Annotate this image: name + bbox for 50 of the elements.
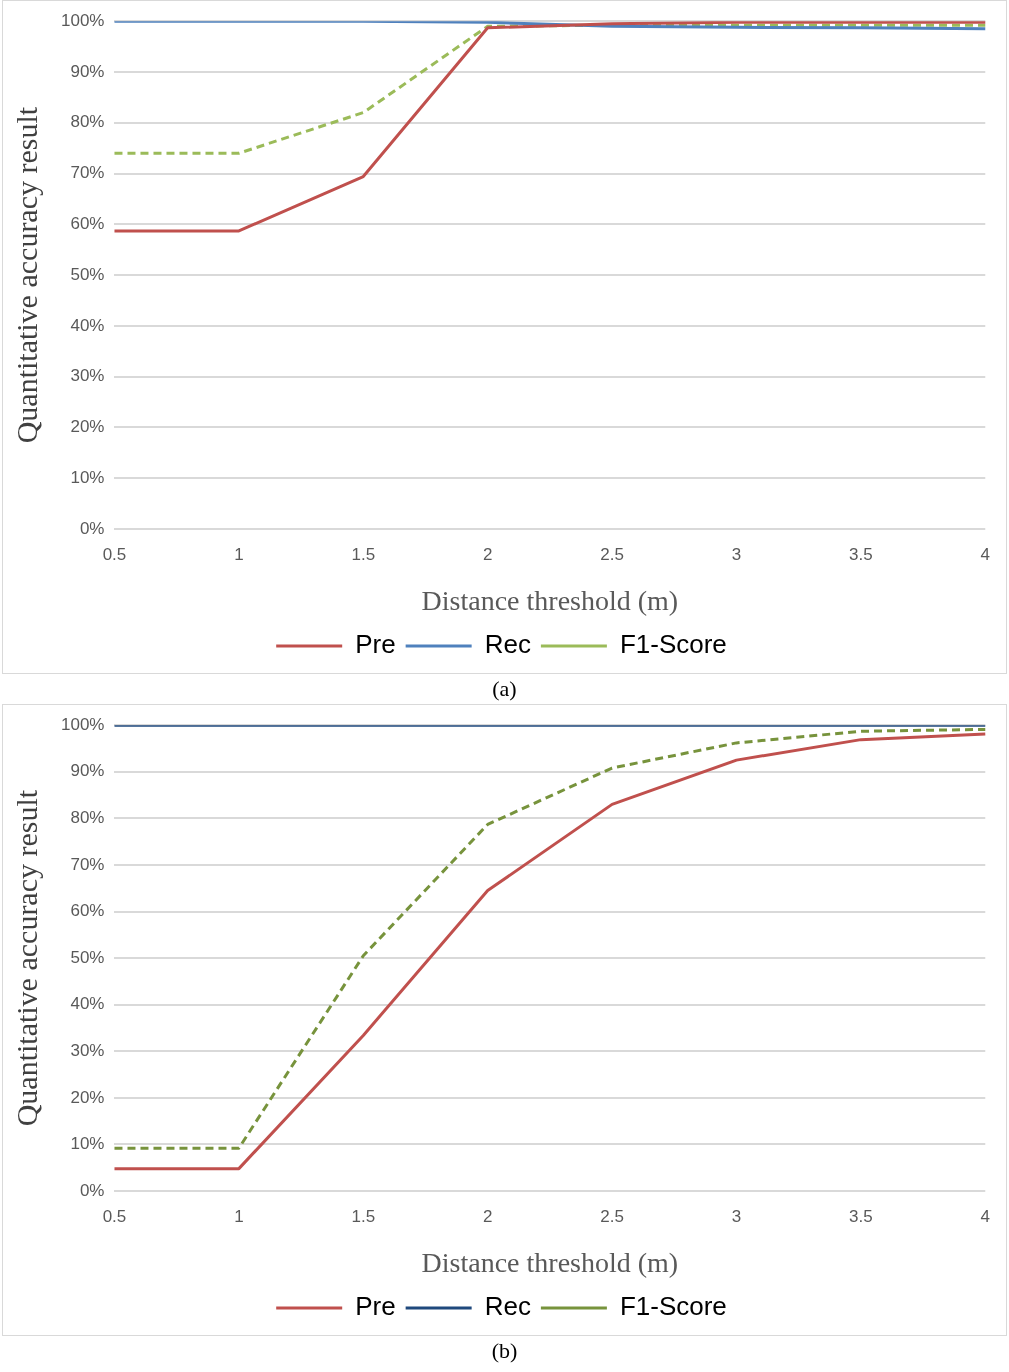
x-tick-label: 0.5: [102, 1206, 127, 1226]
y-tick-label: 0%: [79, 518, 105, 538]
x-tick-label: 2: [482, 1206, 493, 1226]
x-tick-label: 3.5: [849, 544, 873, 564]
legend-label: F1-Score: [619, 629, 727, 660]
x-tick-label: 3: [731, 544, 742, 564]
text: (a): [491, 675, 518, 703]
y-tick-label: 60%: [70, 214, 105, 234]
x-tick-label: 0.5: [102, 544, 127, 564]
y-tick-label: 20%: [70, 1087, 105, 1107]
y-tick-label: 0%: [79, 1180, 105, 1200]
y-tick-label: 100%: [61, 714, 105, 734]
x-tick-label: 4: [980, 544, 991, 564]
x-tick-label: 2.5: [600, 1206, 624, 1226]
x-tick-label: 1.5: [351, 1206, 376, 1226]
y-tick-label: 70%: [70, 854, 105, 874]
x-tick-label: 2.5: [600, 544, 624, 564]
x-axis-title: Distance threshold (m): [421, 584, 679, 616]
y-tick-label: 90%: [70, 761, 105, 781]
y-tick-label: 40%: [70, 994, 105, 1014]
y-tick-label: 90%: [70, 61, 105, 81]
x-tick-label: 1: [234, 544, 244, 564]
x-tick-label: 4: [980, 1206, 991, 1226]
legend-label: Rec: [484, 1291, 531, 1322]
legend-label: Rec: [484, 629, 531, 660]
y-tick-label: 50%: [70, 264, 105, 284]
legend-label: Pre: [355, 629, 396, 660]
y-tick-label: 10%: [70, 467, 105, 487]
y-tick-label: 70%: [70, 163, 105, 183]
y-tick-label: 100%: [61, 10, 105, 30]
legend-label: Pre: [355, 1291, 396, 1322]
y-tick-label: 10%: [70, 1134, 105, 1154]
y-tick-label: 80%: [70, 112, 105, 132]
y-tick-label: 30%: [70, 1040, 105, 1060]
x-tick-label: 1: [234, 1206, 244, 1226]
y-tick-label: 50%: [70, 947, 105, 967]
y-tick-label: 30%: [70, 366, 105, 386]
y-tick-label: 80%: [70, 808, 105, 828]
legend-label: F1-Score: [619, 1291, 727, 1322]
y-axis-title: Quantitative accuracy result: [9, 106, 43, 444]
x-tick-label: 3.5: [849, 1206, 873, 1226]
x-tick-label: 2: [482, 544, 493, 564]
y-axis-title: Quantitative accuracy result: [9, 789, 43, 1127]
x-tick-label: 1.5: [351, 544, 376, 564]
text: (b): [490, 1337, 519, 1365]
x-tick-label: 3: [731, 1206, 742, 1226]
y-tick-label: 20%: [70, 417, 105, 437]
y-tick-label: 40%: [70, 315, 105, 335]
y-tick-label: 60%: [70, 901, 105, 921]
x-axis-title: Distance threshold (m): [421, 1246, 679, 1278]
